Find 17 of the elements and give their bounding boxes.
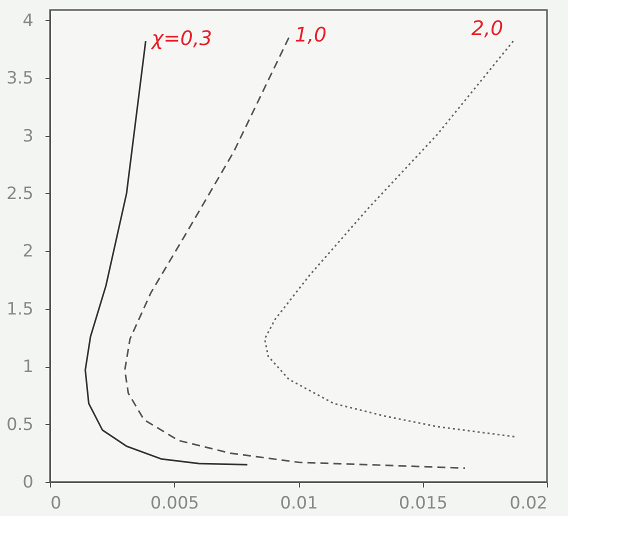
y-tick-label: 0.5 — [6, 414, 34, 435]
y-tick-label: 1.5 — [6, 299, 34, 320]
y-tick-label: 1 — [22, 357, 34, 378]
y-tick-label: 0 — [22, 472, 34, 492]
x-tick-label: 0.01 — [280, 494, 318, 514]
y-tick-label: 3 — [22, 126, 34, 146]
y-tick-label: 2 — [22, 242, 34, 262]
x-tick-label: 0.02 — [510, 494, 548, 514]
x-tick-label: 0 — [50, 494, 62, 514]
series-label: χ=0,3 — [150, 26, 212, 50]
y-tick-label: 2.5 — [6, 184, 34, 204]
y-tick-label: 4 — [22, 10, 34, 31]
y-tick-label: 3.5 — [6, 68, 34, 89]
x-tick-label: 0.005 — [150, 494, 200, 514]
x-tick-label: 0.015 — [398, 494, 448, 514]
series-label: 2,0 — [471, 16, 504, 40]
series-label: 1,0 — [294, 22, 327, 47]
